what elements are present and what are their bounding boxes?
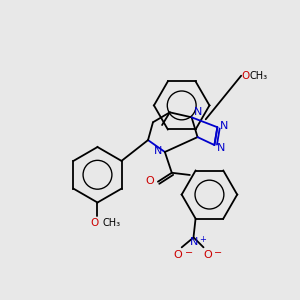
Text: CH₃: CH₃ <box>249 71 267 81</box>
Text: CH₃: CH₃ <box>102 218 121 228</box>
Text: O: O <box>145 176 154 186</box>
Text: O: O <box>173 250 182 260</box>
Text: N: N <box>218 143 226 153</box>
Text: +: + <box>200 236 206 244</box>
Text: −: − <box>214 248 223 258</box>
Text: N: N <box>220 121 229 131</box>
Text: O: O <box>241 71 249 81</box>
Text: O: O <box>90 218 99 228</box>
Text: N: N <box>154 146 162 156</box>
Text: N: N <box>189 237 198 248</box>
Text: N: N <box>194 107 202 117</box>
Text: O: O <box>203 250 212 260</box>
Text: −: − <box>185 248 193 258</box>
